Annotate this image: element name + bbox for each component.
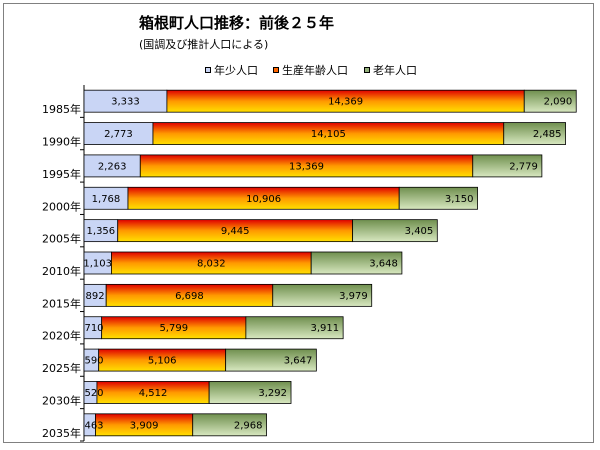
bar-elderly [208,381,292,404]
bar-elderly [472,154,543,178]
chart-title: 箱根町人口推移：前後２５年 [139,14,335,32]
y-tick-label: 2035年 [42,426,81,440]
legend-swatch-elderly [364,67,370,73]
legend-label-youth: 年少人口 [214,64,258,77]
y-tick-label: 1985年 [42,102,81,116]
data-label-working: 14,105 [311,129,346,140]
y-tick-label: 2025年 [42,361,81,375]
data-label-elderly: 2,968 [234,420,263,431]
y-tick-label: 2020年 [42,329,81,343]
bar-elderly [398,186,478,210]
data-label-youth: 1,356 [87,226,116,237]
bar-elderly [272,283,373,307]
data-label-elderly: 3,150 [445,194,474,205]
legend-label-working: 生産年齢人口 [282,64,348,77]
bar-elderly [225,348,317,372]
data-label-working: 5,106 [148,356,177,367]
data-label-working: 6,698 [175,291,204,302]
y-tick-label: 1995年 [42,167,81,181]
data-label-working: 13,369 [289,161,324,172]
y-tick-label: 2000年 [42,199,81,213]
legend-swatch-working [273,67,279,73]
data-label-elderly: 3,648 [369,259,398,270]
data-label-youth: 520 [84,388,103,399]
data-label-working: 8,032 [197,259,226,270]
y-tick-label: 2005年 [42,232,81,246]
bar-elderly [192,413,267,437]
y-tick-label: 1990年 [42,135,81,149]
bar-elderly [245,316,344,340]
data-label-youth: 463 [84,420,103,431]
data-label-elderly: 2,090 [544,97,573,108]
data-label-working: 4,512 [139,388,168,399]
data-label-elderly: 2,779 [509,161,538,172]
data-label-working: 10,906 [246,194,281,205]
data-label-working: 14,369 [328,97,363,108]
chart-subtitle: (国調及び推計人口による) [139,38,269,51]
data-label-youth: 1,103 [83,259,112,270]
data-label-elderly: 3,911 [311,323,340,334]
y-tick-label: 2030年 [42,393,81,407]
data-label-elderly: 3,647 [284,356,313,367]
data-label-working: 3,909 [130,420,159,431]
data-label-youth: 3,333 [111,97,140,108]
data-label-youth: 2,263 [98,161,127,172]
legend-label-elderly: 老年人口 [373,64,417,77]
data-label-youth: 2,773 [104,129,133,140]
data-label-youth: 590 [84,356,103,367]
data-label-youth: 892 [86,291,105,302]
data-label-working: 5,799 [159,323,188,334]
y-tick-label: 2015年 [42,296,81,310]
data-label-elderly: 3,292 [258,388,287,399]
y-tick-label: 2010年 [42,264,81,278]
bar-elderly [523,89,577,113]
bar-elderly [352,219,438,243]
bar-elderly [310,251,403,275]
data-label-working: 9,445 [221,226,250,237]
data-label-elderly: 2,485 [533,129,562,140]
data-label-youth: 1,768 [92,194,121,205]
bar-elderly [503,122,566,145]
data-label-elderly: 3,979 [339,291,368,302]
data-label-elderly: 3,405 [405,226,434,237]
legend-swatch-youth [205,67,211,73]
data-label-youth: 710 [84,323,103,334]
